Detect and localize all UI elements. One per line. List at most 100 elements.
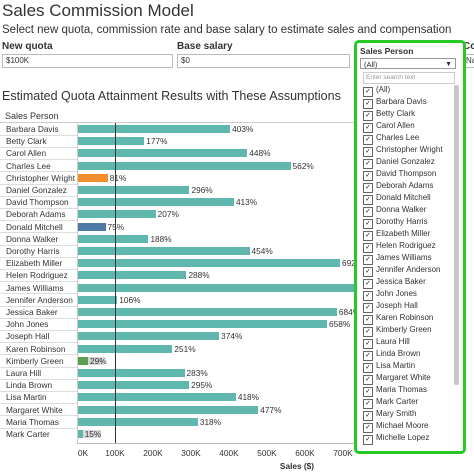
filter-item[interactable]: ✓ Kimberly Green — [363, 324, 432, 337]
attainment-bar[interactable] — [77, 283, 360, 292]
filter-item-label: Jessica Baker — [376, 277, 426, 286]
checkmark-icon[interactable]: ✓ — [363, 171, 373, 181]
attainment-bar[interactable] — [77, 234, 149, 243]
attainment-bar[interactable] — [77, 247, 250, 255]
row-separator — [0, 366, 77, 368]
checkmark-icon[interactable]: ✓ — [363, 159, 373, 169]
filter-search-input[interactable]: Enter search text — [363, 72, 455, 84]
filter-item[interactable]: ✓ Linda Brown — [363, 348, 420, 361]
attainment-bar[interactable] — [77, 308, 337, 316]
checkmark-icon[interactable]: ✓ — [363, 207, 373, 217]
filter-item[interactable]: ✓ Deborah Adams — [363, 180, 433, 193]
attainment-bar[interactable] — [77, 137, 145, 146]
new-quota-input[interactable]: $100K — [2, 54, 173, 68]
filter-item[interactable]: ✓ John Jones — [363, 288, 417, 301]
checkmark-icon[interactable]: ✓ — [363, 255, 373, 265]
filter-item[interactable]: ✓ Lisa Martin — [363, 360, 415, 373]
filter-item[interactable]: ✓ Michael Moore — [363, 420, 428, 433]
attainment-label: 188% — [150, 233, 172, 244]
attainment-bar[interactable] — [77, 405, 259, 414]
attainment-bar[interactable] — [77, 320, 328, 329]
checkmark-icon[interactable]: ✓ — [363, 423, 373, 433]
checkmark-icon[interactable]: ✓ — [363, 435, 373, 445]
attainment-bar[interactable] — [77, 222, 106, 231]
filter-item[interactable]: ✓ Jessica Baker — [363, 276, 426, 289]
x-axis-line — [77, 443, 360, 444]
attainment-bar[interactable] — [77, 369, 185, 377]
filter-item[interactable]: ✓ Christopher Wright — [363, 144, 443, 157]
checkmark-icon[interactable]: ✓ — [363, 267, 373, 277]
checkmark-icon[interactable]: ✓ — [363, 243, 373, 253]
checkmark-icon[interactable]: ✓ — [363, 195, 373, 205]
checkmark-icon[interactable]: ✓ — [363, 375, 373, 385]
filter-item[interactable]: ✓ Helen Rodriguez — [363, 240, 436, 253]
attainment-bar[interactable] — [77, 149, 248, 158]
filter-item-label: Maria Thomas — [376, 385, 427, 394]
attainment-bar[interactable] — [77, 186, 190, 194]
checkmark-icon[interactable]: ✓ — [363, 111, 373, 121]
checkmark-icon[interactable]: ✓ — [363, 399, 373, 409]
filter-item[interactable]: ✓ Barbara Davis — [363, 96, 427, 109]
attainment-bar[interactable] — [77, 161, 291, 170]
checkmark-icon[interactable]: ✓ — [363, 315, 373, 325]
base-salary-input[interactable]: $0 — [177, 54, 350, 68]
checkmark-icon[interactable]: ✓ — [363, 99, 373, 109]
checkmark-icon[interactable]: ✓ — [363, 291, 373, 301]
filter-dropdown[interactable]: (All) ▼ — [360, 58, 456, 69]
attainment-bar[interactable] — [77, 271, 187, 280]
filter-item[interactable]: ✓ Charles Lee — [363, 132, 419, 145]
attainment-bar[interactable] — [77, 173, 108, 182]
filter-item[interactable]: ✓ David Thompson — [363, 168, 436, 181]
filter-item[interactable]: ✓ Mark Carter — [363, 396, 418, 409]
chart-row: Joseph Hall 374% — [0, 330, 360, 342]
attainment-bar[interactable] — [77, 332, 220, 341]
attainment-bar[interactable] — [77, 198, 234, 207]
checkmark-icon[interactable]: ✓ — [363, 279, 373, 289]
checkmark-icon[interactable]: ✓ — [363, 387, 373, 397]
attainment-bar[interactable] — [77, 210, 156, 219]
checkmark-icon[interactable]: ✓ — [363, 231, 373, 241]
attainment-bar[interactable] — [77, 125, 231, 133]
filter-item[interactable]: ✓ Carol Allen — [363, 120, 415, 133]
attainment-bar[interactable] — [77, 295, 118, 304]
checkmark-icon[interactable]: ✓ — [363, 351, 373, 361]
attainment-bar[interactable] — [77, 344, 173, 353]
checkmark-icon[interactable]: ✓ — [363, 135, 373, 145]
checkmark-icon[interactable]: ✓ — [363, 411, 373, 421]
checkmark-icon[interactable]: ✓ — [363, 183, 373, 193]
filter-item[interactable]: ✓ (All) — [363, 84, 390, 97]
filter-item[interactable]: ✓ Donna Walker — [363, 204, 426, 217]
x-tick-label: 700K — [333, 448, 353, 458]
filter-item[interactable]: ✓ Michelle Lopez — [363, 432, 429, 445]
filter-item[interactable]: ✓ James Williams — [363, 252, 432, 265]
filter-item[interactable]: ✓ Laura Hill — [363, 336, 410, 349]
checkmark-icon[interactable]: ✓ — [363, 147, 373, 157]
attainment-bar[interactable] — [77, 259, 340, 268]
filter-scrollbar[interactable] — [454, 85, 459, 385]
checkmark-icon[interactable]: ✓ — [363, 327, 373, 337]
x-tick-label: 300K — [181, 448, 201, 458]
filter-item[interactable]: ✓ Daniel Gonzalez — [363, 156, 435, 169]
attainment-bar[interactable] — [77, 393, 236, 402]
attainment-bar[interactable] — [77, 430, 83, 438]
filter-item[interactable]: ✓ Karen Robinson — [363, 312, 433, 325]
checkmark-icon[interactable]: ✓ — [363, 123, 373, 133]
filter-item[interactable]: ✓ Dorothy Harris — [363, 216, 428, 229]
checkmark-icon[interactable]: ✓ — [363, 303, 373, 313]
filter-item[interactable]: ✓ Mary Smith — [363, 408, 416, 421]
attainment-bar[interactable] — [77, 356, 89, 365]
attainment-bar[interactable] — [77, 381, 190, 390]
filter-item[interactable]: ✓ Joseph Hall — [363, 300, 418, 313]
filter-item[interactable]: ✓ Margaret White — [363, 372, 431, 385]
attainment-bar[interactable] — [77, 417, 198, 426]
checkmark-icon[interactable]: ✓ — [363, 339, 373, 349]
filter-item[interactable]: ✓ Donald Mitchell — [363, 192, 431, 205]
filter-item[interactable]: ✓ Betty Clark — [363, 108, 415, 121]
filter-item[interactable]: ✓ Jennifer Anderson — [363, 264, 441, 277]
checkmark-icon[interactable]: ✓ — [363, 363, 373, 373]
sales-person-filter-panel: Sales Person (All) ▼ Enter search text ✓… — [354, 40, 466, 454]
checkmark-icon[interactable]: ✓ — [363, 87, 373, 97]
filter-item[interactable]: ✓ Maria Thomas — [363, 384, 427, 397]
checkmark-icon[interactable]: ✓ — [363, 219, 373, 229]
filter-item[interactable]: ✓ Elizabeth Miller — [363, 228, 430, 241]
